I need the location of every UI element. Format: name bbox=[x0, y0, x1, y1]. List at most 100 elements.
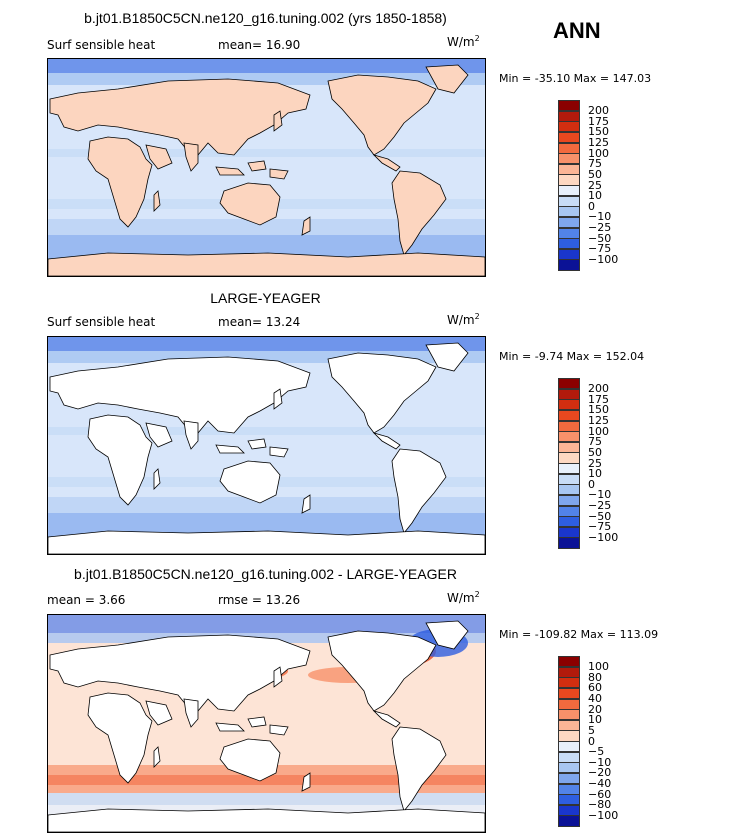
min-max-label: Min = -109.82 Max = 113.09 bbox=[499, 628, 659, 641]
map-panel bbox=[47, 336, 486, 555]
colorbar-swatch bbox=[558, 142, 580, 154]
colorbar-swatch bbox=[558, 248, 580, 260]
colorbar-swatch bbox=[558, 526, 580, 538]
colorbar-swatch bbox=[558, 687, 580, 699]
colorbar-swatch bbox=[558, 409, 580, 421]
colorbar-tick-label: 150 bbox=[588, 403, 609, 417]
colorbar-swatch bbox=[558, 259, 580, 271]
variable-name: Surf sensible heat bbox=[47, 315, 156, 329]
panel-title: b.jt01.B1850C5CN.ne120_g16.tuning.002 - … bbox=[74, 566, 457, 582]
colorbar-tick-label: −5 bbox=[588, 745, 605, 759]
colorbar-swatch bbox=[558, 463, 580, 475]
mean-stat: mean= 13.24 bbox=[218, 315, 301, 329]
colorbar-tick-label: 0 bbox=[588, 477, 595, 491]
colorbar-swatch bbox=[558, 677, 580, 689]
colorbar: 200 175 150 125 100 75 50 25 10 0 −10 −25 −50 −75 −100 bbox=[558, 100, 618, 271]
colorbar-swatch bbox=[558, 656, 580, 668]
colorbar-tick-label: 60 bbox=[588, 681, 602, 695]
colorbar-tick-label: 75 bbox=[588, 157, 602, 171]
map-field bbox=[48, 59, 485, 276]
colorbar-tick-label: 50 bbox=[588, 167, 602, 181]
colorbar-swatch bbox=[558, 772, 580, 784]
colorbar-tick-label: 175 bbox=[588, 392, 609, 406]
colorbar-tick-label: 100 bbox=[588, 660, 609, 674]
colorbar-swatch bbox=[558, 783, 580, 795]
colorbar-tick-label: −10 bbox=[588, 210, 612, 224]
colorbar-swatch bbox=[558, 494, 580, 506]
colorbar-tick-label: 175 bbox=[588, 114, 609, 128]
colorbar-swatch bbox=[558, 484, 580, 496]
colorbar-tick-label: −75 bbox=[588, 520, 612, 534]
colorbar-tick-label: −40 bbox=[588, 777, 612, 790]
colorbar-tick-label: 10 bbox=[588, 713, 602, 727]
colorbar-tick-label: 0 bbox=[588, 199, 595, 213]
mean-stat: mean = 3.66 bbox=[47, 593, 126, 607]
colorbar-tick-label: 50 bbox=[588, 445, 602, 459]
colorbar-tick-label: 25 bbox=[588, 456, 602, 470]
colorbar-swatch bbox=[558, 537, 580, 549]
min-max-label: Min = -9.74 Max = 152.04 bbox=[499, 350, 645, 363]
colorbar-tick-label: 100 bbox=[588, 424, 609, 438]
map-field bbox=[48, 337, 485, 554]
units-label: W/m2 bbox=[447, 34, 480, 49]
colorbar-swatch bbox=[558, 420, 580, 432]
colorbar: 100 80 60 40 20 10 5 0 −5 −10 −20 −40 −60 −80 −100 bbox=[558, 656, 618, 827]
colorbar-swatch bbox=[558, 666, 580, 678]
colorbar-swatch bbox=[558, 227, 580, 239]
colorbar-swatch bbox=[558, 804, 580, 816]
season-label: ANN bbox=[553, 18, 601, 43]
colorbar-swatch bbox=[558, 794, 580, 806]
colorbar-swatch bbox=[558, 388, 580, 400]
colorbar-swatch bbox=[558, 709, 580, 721]
colorbar-swatch bbox=[558, 730, 580, 742]
colorbar-tick-label: −25 bbox=[588, 221, 612, 234]
colorbar-swatch bbox=[558, 473, 580, 485]
colorbar-swatch bbox=[558, 431, 580, 443]
colorbar-tick-label: 125 bbox=[588, 414, 609, 427]
colorbar-swatch bbox=[558, 153, 580, 165]
colorbar-tick-label: −60 bbox=[588, 787, 612, 801]
colorbar-tick-label: 125 bbox=[588, 136, 609, 149]
colorbar-swatch bbox=[558, 741, 580, 753]
colorbar-tick-label: −50 bbox=[588, 231, 612, 245]
colorbar-swatch bbox=[558, 505, 580, 517]
colorbar-tick-label: −20 bbox=[588, 766, 612, 780]
mean-stat: mean= 16.90 bbox=[218, 38, 301, 52]
colorbar-swatch bbox=[558, 399, 580, 411]
min-max-label: Min = -35.10 Max = 147.03 bbox=[499, 72, 652, 85]
colorbar-swatch bbox=[558, 195, 580, 207]
colorbar-swatch bbox=[558, 163, 580, 175]
colorbar-tick-label: −10 bbox=[588, 755, 612, 769]
colorbar-swatch bbox=[558, 441, 580, 453]
colorbar: 200 175 150 125 100 75 50 25 10 0 −10 −25 −50 −75 −100 bbox=[558, 378, 618, 549]
colorbar-swatch bbox=[558, 762, 580, 774]
colorbar-tick-label: −80 bbox=[588, 798, 612, 812]
colorbar-tick-label: −100 bbox=[588, 808, 619, 822]
colorbar-tick-label: 150 bbox=[588, 125, 609, 139]
colorbar-swatch bbox=[558, 719, 580, 731]
units-label: W/m2 bbox=[447, 590, 480, 605]
colorbar-swatch bbox=[558, 100, 580, 112]
colorbar-swatch bbox=[558, 121, 580, 133]
units-label: W/m2 bbox=[447, 312, 480, 327]
colorbar-tick-label: 75 bbox=[588, 435, 602, 449]
colorbar-swatch bbox=[558, 516, 580, 528]
colorbar-tick-label: 25 bbox=[588, 178, 602, 192]
colorbar-tick-label: −100 bbox=[588, 530, 619, 544]
colorbar-tick-label: −100 bbox=[588, 252, 619, 266]
colorbar-tick-label: −10 bbox=[588, 488, 612, 502]
colorbar-tick-label: 10 bbox=[588, 467, 602, 481]
panel-title: b.jt01.B1850C5CN.ne120_g16.tuning.002 (y… bbox=[84, 10, 447, 26]
map-field bbox=[48, 615, 485, 832]
colorbar-swatch bbox=[558, 206, 580, 218]
colorbar-tick-label: 80 bbox=[588, 670, 602, 684]
colorbar-swatch bbox=[558, 698, 580, 710]
colorbar-tick-label: 200 bbox=[588, 104, 609, 118]
colorbar-swatch bbox=[558, 110, 580, 122]
colorbar-tick-label: −50 bbox=[588, 509, 612, 523]
colorbar-swatch bbox=[558, 216, 580, 228]
colorbar-tick-label: 100 bbox=[588, 146, 609, 160]
rmse-stat: rmse = 13.26 bbox=[218, 593, 301, 607]
colorbar-tick-label: −25 bbox=[588, 499, 612, 512]
panel-title: LARGE-YEAGER bbox=[210, 290, 321, 306]
